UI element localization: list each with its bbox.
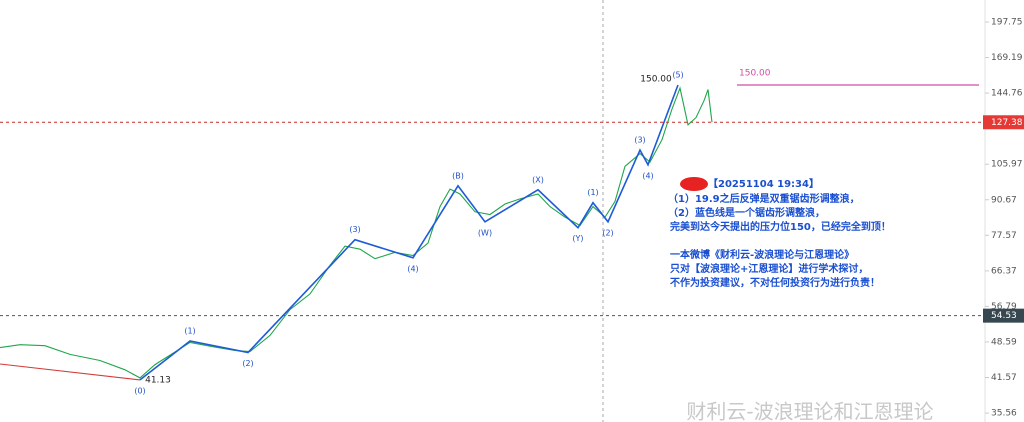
- level-label: 150.00: [739, 69, 771, 79]
- wave-label: (2): [602, 228, 613, 237]
- note-line: （2）蓝色线是一个锯齿形调整浪，: [668, 206, 825, 219]
- note-stamp: 【20251104 19:34】: [708, 177, 819, 190]
- wave-label: (4): [407, 264, 418, 273]
- wave-label: (0): [134, 386, 145, 395]
- price-tag: [983, 308, 1024, 323]
- watermark: 财利云-波浪理论和江恩理论: [686, 400, 933, 422]
- wave-label: (W): [478, 228, 492, 237]
- note-line: 完美到达今天提出的压力位150，已经完全到顶！: [670, 220, 891, 233]
- wave-label: (3): [349, 225, 360, 234]
- y-tick-label: 66.37: [991, 266, 1017, 276]
- y-tick-label: 48.59: [991, 337, 1017, 347]
- y-tick-label: 41.57: [991, 373, 1017, 383]
- wave-label: (2): [242, 359, 253, 368]
- wave-value-label: 41.13: [145, 375, 171, 385]
- y-tick-label: 90.67: [991, 195, 1017, 205]
- redaction: [680, 177, 708, 191]
- wave-label: (X): [532, 175, 544, 184]
- y-tick-label: 56.79: [991, 302, 1017, 312]
- wave-label: (Y): [572, 234, 583, 243]
- note-line: 只对【波浪理论+江恩理论】进行学术探讨，: [670, 262, 868, 275]
- wave-value-label: 150.00: [640, 75, 672, 85]
- price-tag-label: 54.53: [991, 311, 1017, 321]
- y-tick-label: 35.56: [991, 409, 1017, 419]
- note-line: 一本微博《财利云-波浪理论与江恩理论》: [670, 248, 854, 261]
- wave-label: (3): [634, 135, 645, 144]
- y-tick-label: 144.76: [991, 89, 1023, 99]
- wave-label: (B): [452, 171, 464, 180]
- price-tag-label: 127.38: [991, 118, 1023, 128]
- y-tick-label: 77.57: [991, 231, 1017, 241]
- wave-label: (4): [642, 171, 653, 180]
- note-line: （1）19.9之后反弹是双重锯齿形调整浪，: [668, 192, 860, 205]
- series-line: [0, 363, 141, 381]
- series-line: [0, 86, 713, 379]
- wave-label: (5): [672, 71, 683, 80]
- y-tick-label: 105.97: [991, 160, 1023, 170]
- wave-label: (1): [184, 326, 195, 335]
- y-tick-label: 169.19: [991, 53, 1023, 63]
- series-line: [139, 84, 679, 381]
- note-line: 不作为投资建议，不对任何投资行为进行负责！: [670, 276, 880, 289]
- y-tick-label: 197.75: [991, 18, 1023, 28]
- axis-bg: [985, 0, 1024, 422]
- wave-label: (1): [587, 188, 598, 197]
- price-tag: [983, 115, 1024, 130]
